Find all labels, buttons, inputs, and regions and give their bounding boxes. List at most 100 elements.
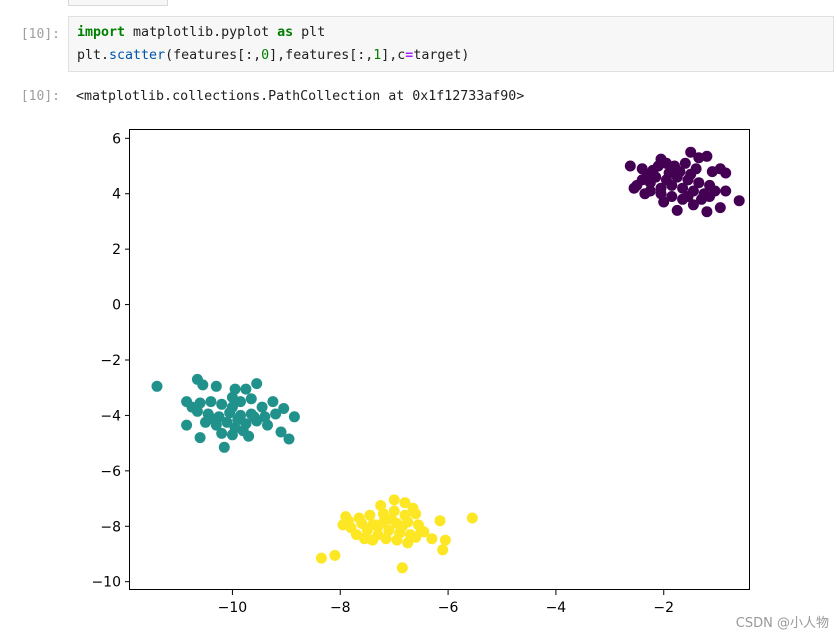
scatter-point-class2 bbox=[359, 533, 370, 545]
scatter-point-class0 bbox=[647, 164, 659, 176]
scatter-point-class1 bbox=[243, 430, 255, 442]
scatter-point-class2 bbox=[396, 520, 408, 532]
scatter-point-class1 bbox=[229, 383, 241, 395]
code-line-1: import matplotlib.pyplot as plt bbox=[77, 25, 325, 40]
scatter-point-class2 bbox=[410, 508, 422, 520]
scatter-point-class1 bbox=[216, 398, 228, 410]
watermark: CSDN @小人物 bbox=[735, 616, 829, 631]
scatter-point-class2 bbox=[439, 534, 451, 546]
scatter-point-class1 bbox=[240, 383, 252, 395]
scatter-point-class0 bbox=[658, 196, 670, 208]
scatter-point-class2 bbox=[437, 544, 449, 556]
scatter-point-class1 bbox=[218, 441, 230, 453]
scatter-point-class2 bbox=[361, 524, 373, 536]
scatter-point-class1 bbox=[278, 403, 290, 414]
points-layer bbox=[151, 146, 745, 574]
operator-token: = bbox=[405, 48, 414, 63]
scatter-point-class0 bbox=[682, 191, 694, 202]
scatter-point-class1 bbox=[270, 408, 282, 420]
scatter-point-class1 bbox=[186, 401, 198, 413]
scatter-point-class0 bbox=[701, 206, 713, 218]
scatter-point-class1 bbox=[213, 411, 225, 423]
scatter-point-class1 bbox=[275, 426, 287, 438]
scatter-point-class2 bbox=[369, 519, 381, 531]
y-tick-label: 0 bbox=[112, 298, 121, 314]
scatter-point-class0 bbox=[733, 195, 745, 207]
scatter-point-class2 bbox=[466, 512, 478, 524]
scatter-point-class2 bbox=[377, 508, 389, 520]
x-tick-label: −10 bbox=[218, 600, 248, 616]
code-token: target) bbox=[413, 48, 470, 63]
scatter-point-class2 bbox=[410, 531, 422, 543]
code-cell-input[interactable]: import matplotlib.pyplot as plt plt.scat… bbox=[68, 16, 834, 72]
scatter-point-class2 bbox=[418, 526, 430, 538]
scatter-point-class2 bbox=[386, 513, 397, 525]
scatter-point-class2 bbox=[367, 534, 379, 546]
x-tick-label: −8 bbox=[330, 600, 351, 616]
scatter-point-class0 bbox=[693, 177, 705, 189]
scatter-point-class1 bbox=[226, 391, 238, 403]
x-tick-label: −4 bbox=[546, 600, 567, 616]
y-tick-label: −6 bbox=[100, 464, 121, 480]
scatter-point-class2 bbox=[345, 522, 357, 534]
scatter-point-class2 bbox=[340, 511, 352, 523]
scatter-point-class0 bbox=[687, 199, 699, 211]
scatter-point-class1 bbox=[151, 380, 163, 392]
scatter-point-class0 bbox=[714, 202, 726, 214]
scatter-point-class0 bbox=[685, 146, 697, 158]
y-tick-label: −4 bbox=[100, 408, 121, 424]
scatter-point-class2 bbox=[329, 549, 341, 561]
scatter-point-class2 bbox=[315, 552, 327, 564]
scatter-point-class2 bbox=[383, 524, 395, 536]
scatter-point-class1 bbox=[226, 401, 238, 413]
ticks-layer: −10 −8 −6 −4 −2 6 4 2 0 −2 −4 −6 −8 −10 bbox=[91, 131, 674, 616]
input-prompt: [10]: bbox=[20, 27, 60, 42]
scatter-point-class2 bbox=[380, 533, 392, 545]
scatter-point-class1 bbox=[267, 396, 279, 408]
keyword-as: as bbox=[277, 25, 294, 40]
scatter-point-class2 bbox=[388, 505, 400, 517]
scatter-point-class2 bbox=[426, 533, 438, 545]
y-tick-label: 4 bbox=[112, 187, 121, 203]
code-token: ],c bbox=[381, 48, 406, 63]
output-prompt: [10]: bbox=[20, 89, 60, 104]
scatter-point-class1 bbox=[181, 419, 193, 431]
scatter-point-class2 bbox=[402, 537, 414, 549]
scatter-point-class1 bbox=[235, 396, 246, 408]
scatter-point-class1 bbox=[245, 393, 257, 405]
scatter-point-class1 bbox=[256, 401, 268, 413]
scatter-point-class0 bbox=[666, 179, 678, 191]
scatter-point-class2 bbox=[399, 497, 411, 509]
code-token: plt. bbox=[77, 48, 110, 63]
scatter-point-class1 bbox=[216, 427, 228, 439]
keyword-import: import bbox=[77, 25, 126, 40]
scatter-point-class0 bbox=[701, 150, 713, 162]
scatter-point-class2 bbox=[434, 515, 446, 527]
output-repr: <matplotlib.collections.PathCollection a… bbox=[76, 89, 525, 104]
scatter-point-class1 bbox=[197, 379, 209, 391]
scatter-point-class0 bbox=[720, 185, 732, 197]
scatter-point-class1 bbox=[288, 411, 300, 423]
scatter-point-class0 bbox=[690, 163, 702, 175]
scatter-point-class1 bbox=[221, 416, 233, 428]
y-tick-label: −10 bbox=[91, 575, 121, 591]
scatter-point-class1 bbox=[262, 419, 273, 431]
scatter-point-class2 bbox=[396, 562, 408, 574]
scatter-point-class1 bbox=[205, 412, 217, 424]
y-tick-label: 6 bbox=[112, 131, 121, 147]
scatter-point-class1 bbox=[210, 380, 222, 392]
scatter-point-class0 bbox=[679, 157, 691, 169]
scatter-point-class2 bbox=[388, 494, 400, 506]
y-tick-label: −8 bbox=[100, 519, 121, 535]
scatter-point-class1 bbox=[283, 433, 295, 445]
y-tick-label: −2 bbox=[100, 353, 121, 369]
scatter-point-class1 bbox=[194, 432, 206, 444]
scatter-point-class0 bbox=[628, 182, 640, 194]
scatter-point-class1 bbox=[205, 396, 217, 408]
scatter-point-class1 bbox=[232, 414, 244, 426]
scatter-point-class0 bbox=[671, 204, 683, 216]
scatter-point-class2 bbox=[364, 509, 376, 521]
function-name: scatter bbox=[109, 48, 166, 63]
scatter-point-class2 bbox=[375, 500, 387, 511]
